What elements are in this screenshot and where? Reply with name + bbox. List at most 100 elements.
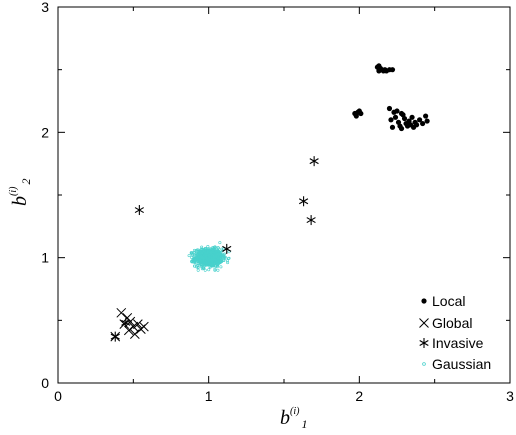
point-local [389,67,396,73]
point-gaussian [205,262,209,266]
point-global [116,307,127,318]
legend-marker-gaussian [422,362,426,366]
point-gaussian [216,249,220,253]
point-local [394,108,400,114]
point-gaussian [208,251,212,255]
y-tick-label: 2 [41,124,49,140]
point-global [128,321,139,332]
point-gaussian [218,253,222,257]
point-gaussian [207,249,211,253]
point-gaussian [202,266,206,270]
x-tick-label: 3 [506,388,514,404]
point-gaussian [194,256,198,260]
point-gaussian [216,245,220,249]
point-gaussian [207,268,211,272]
point-gaussian [187,254,191,258]
point-gaussian [214,255,218,259]
point-local [398,110,405,117]
point-gaussian [219,256,223,260]
point-invasive [134,205,144,216]
legend-item-gaussian: Gaussian [422,356,491,372]
legend-label-local: Local [432,293,465,309]
point-gaussian [216,261,220,265]
point-gaussian [219,265,223,269]
point-gaussian [215,265,219,269]
point-gaussian [215,260,219,264]
point-gaussian [207,258,211,262]
point-global [129,329,140,339]
point-invasive [306,215,316,226]
legend-marker-local [421,298,427,304]
x-tick-label: 1 [205,388,213,404]
point-gaussian [200,245,204,249]
y-axis-label: b(i)2 [8,179,33,206]
point-local [388,117,394,123]
axis-ticks [57,6,511,384]
point-gaussian [192,258,196,262]
point-gaussian [213,267,217,271]
x-axis-label-subscript: 1 [301,417,307,431]
point-gaussian [215,257,219,261]
point-gaussian [213,248,217,252]
legend-item-global: Global [419,315,472,331]
legend-label-gaussian: Gaussian [432,356,491,372]
point-local [423,113,429,119]
point-gaussian [223,255,227,259]
y-tick-label: 0 [41,375,49,391]
point-gaussian [196,265,200,269]
point-local [413,122,420,128]
point-invasive [222,243,232,254]
legend-label-invasive: Invasive [432,335,484,351]
point-gaussian [222,254,226,258]
point-invasive [110,331,120,342]
point-gaussian [194,251,198,255]
point-local [392,114,399,120]
point-gaussian [220,260,224,264]
point-gaussian [225,259,229,263]
point-local [386,105,393,112]
point-gaussian [220,253,224,257]
point-gaussian [194,248,198,252]
point-gaussian [222,256,226,260]
point-local [376,63,382,69]
y-tick-label: 1 [41,250,49,266]
point-gaussian [196,252,200,256]
point-local [409,114,415,120]
point-local [420,120,426,127]
y-axis-label-base: b [9,196,31,206]
point-gaussian [189,251,193,255]
legend-item-invasive: Invasive [419,335,484,351]
point-gaussian [201,256,205,260]
point-local [401,115,408,122]
point-gaussian [213,245,217,249]
point-gaussian [211,250,215,254]
x-tick-label: 2 [355,388,363,404]
point-gaussian [222,253,226,257]
y-tick-label: 3 [41,0,49,15]
x-axis-label: b(i)1 [280,406,307,431]
legend-item-local: Local [421,293,465,309]
point-local [358,110,364,117]
point-local [389,124,396,130]
y-axis-label-superscript: (i) [8,186,19,196]
point-gaussian [216,268,220,272]
point-gaussian [192,248,196,252]
point-gaussian [204,256,208,260]
point-gaussian [220,247,224,251]
point-gaussian [213,261,217,265]
x-axis-label-base: b [280,407,290,429]
point-global [125,316,136,327]
point-invasive [309,156,319,167]
x-axis-label-superscript: (i) [290,406,300,417]
point-gaussian [190,255,194,259]
point-gaussian [203,253,207,257]
point-gaussian [201,259,205,263]
legend-label-global: Global [432,315,472,331]
point-gaussian [193,264,197,268]
point-gaussian [200,267,204,271]
y-axis-label-subscript: 2 [19,179,33,185]
point-gaussian [226,256,230,260]
point-gaussian [210,264,214,268]
point-local [398,125,405,132]
